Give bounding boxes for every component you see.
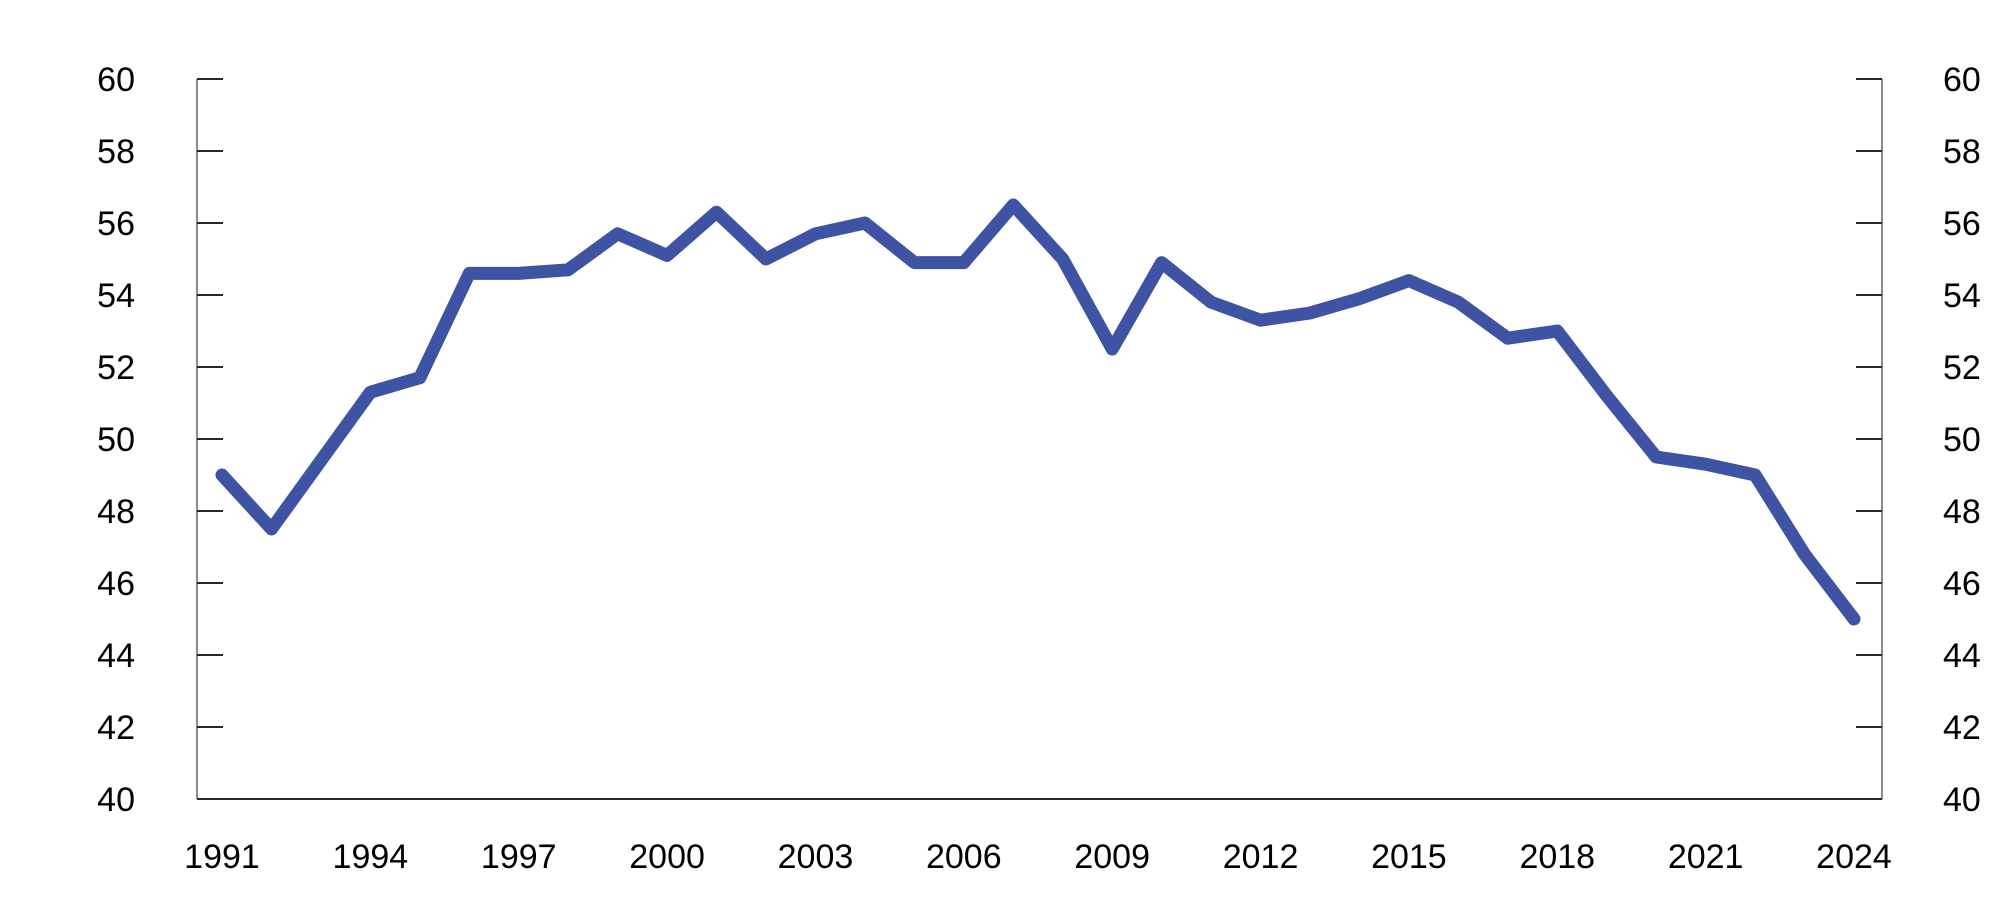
y-axis-tick-label-right: 56 (1943, 205, 1981, 243)
line-chart: 40 40 42 42 44 44 46 46 48 48 50 50 52 52 54 54 56 56 58 58… (40, 16, 2000, 908)
y-axis-tick-label-right: 48 (1943, 493, 1981, 531)
x-axis-tick-label: 2015 (1371, 838, 1447, 876)
y-axis-tick-label-right: 54 (1943, 277, 1981, 315)
y-axis-tick-label-left: 40 (97, 781, 135, 819)
y-axis-tick-label-left: 54 (97, 277, 135, 315)
x-axis-tick-label: 2018 (1519, 838, 1595, 876)
y-axis-tick-label-left: 58 (97, 133, 135, 171)
y-axis-tick-label-left: 48 (97, 493, 135, 531)
y-axis-tick-label-right: 44 (1943, 637, 1981, 675)
y-axis-tick-label-right: 46 (1943, 565, 1981, 603)
x-axis-tick-label: 1994 (333, 838, 409, 876)
y-axis-tick-label-right: 58 (1943, 133, 1981, 171)
y-axis-tick-label-right: 52 (1943, 349, 1981, 387)
x-axis-tick-label: 2006 (926, 838, 1002, 876)
y-axis-tick-label-left: 44 (97, 637, 135, 675)
y-axis-tick-label-left: 60 (97, 61, 135, 99)
x-axis-tick-label: 2000 (629, 838, 705, 876)
x-axis-tick-label: 2003 (778, 838, 854, 876)
y-axis-tick-label-left: 52 (97, 349, 135, 387)
y-axis-tick-label-right: 60 (1943, 61, 1981, 99)
chart-canvas: 40 40 42 42 44 44 46 46 48 48 50 50 52 52 54 54 56 56 58 58… (97, 61, 1981, 876)
y-axis-tick-label-right: 40 (1943, 781, 1981, 819)
y-axis-tick-label-left: 56 (97, 205, 135, 243)
x-axis-tick-label: 2021 (1668, 838, 1744, 876)
x-axis-tick-label: 2012 (1223, 838, 1299, 876)
y-axis-tick-label-left: 46 (97, 565, 135, 603)
x-axis-tick-label: 2024 (1816, 838, 1892, 876)
y-axis-tick-label-right: 50 (1943, 421, 1981, 459)
x-axis-tick-label: 1997 (481, 838, 557, 876)
data-line (215, 198, 1861, 626)
y-axis-tick-label-left: 42 (97, 709, 135, 747)
y-axis-tick-label-left: 50 (97, 421, 135, 459)
x-axis-tick-label: 1991 (184, 838, 260, 876)
x-axis-tick-label: 2009 (1074, 838, 1150, 876)
y-axis-tick-label-right: 42 (1943, 709, 1981, 747)
